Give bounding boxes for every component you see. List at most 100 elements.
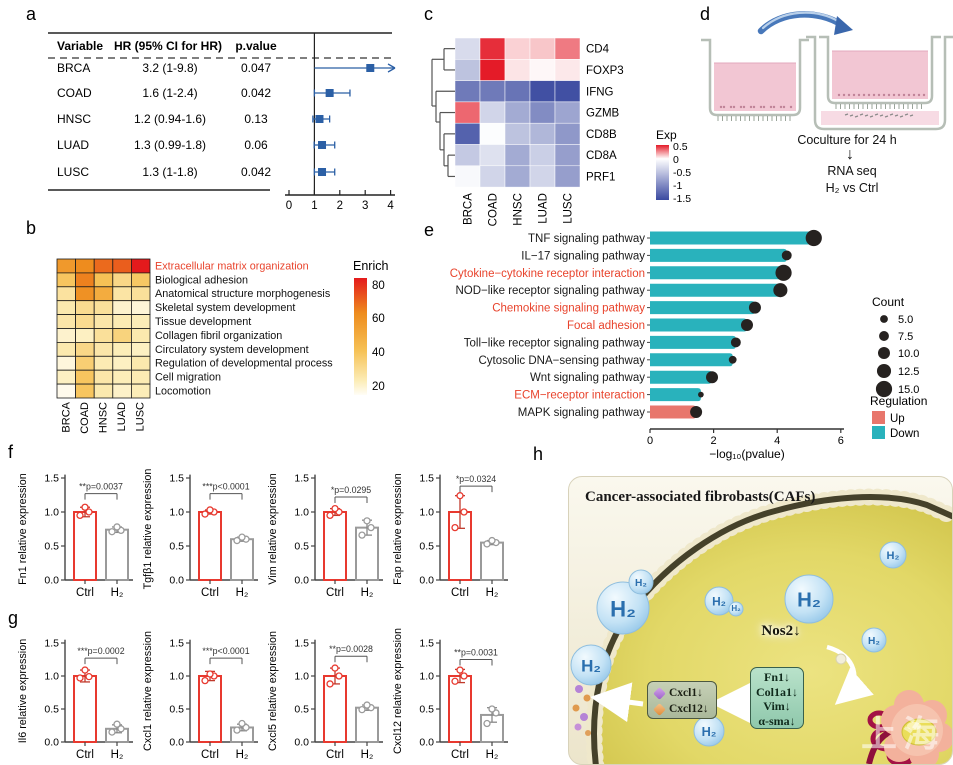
cell-speck — [889, 113, 894, 116]
y-axis-title: Tgfβ1 relative expression — [142, 469, 154, 590]
heatmap-cell — [75, 369, 95, 385]
h2-bubble — [861, 627, 887, 653]
heatmap-cell — [112, 342, 132, 357]
colorbar-tick: -1 — [673, 180, 682, 192]
heatmap-cell — [529, 144, 556, 167]
legend-count-dot — [876, 363, 892, 379]
pathway-bar — [650, 388, 701, 402]
colorbar-tick: 0 — [673, 154, 679, 166]
heatmap-col-label: BRCA — [60, 401, 72, 432]
count-dot — [775, 264, 792, 281]
forest-plot: Variable HR (95% CI for HR) p.value BRCA 3.2… — [48, 32, 396, 212]
heatmap-cell — [554, 80, 581, 103]
legend-count-title: Count — [872, 295, 905, 309]
y-tick: 1.0 — [44, 507, 59, 519]
heatmap-row-label: Cell migration — [155, 372, 221, 384]
heatmap-cell — [112, 355, 132, 371]
x-tick-h2: H₂ — [486, 587, 499, 599]
data-point — [460, 672, 468, 680]
legend-up-swatch — [872, 411, 885, 424]
y-tick: 1.5 — [419, 638, 434, 650]
secreted-dot — [580, 713, 588, 721]
cell-speck — [899, 115, 904, 118]
y-axis-title: Vim relative expression — [267, 473, 279, 584]
heatmap-cell — [56, 314, 77, 329]
heatmap-cell — [479, 144, 506, 167]
heatmap-row-label: Skeletal system development — [155, 302, 295, 314]
qpcr-chart-cxcl12: 0.0 0.5 1.0 1.5 Cxcl12 relative expression **… — [390, 610, 515, 762]
x-tick-ctrl: Ctrl — [201, 587, 219, 599]
p-value-label: ***p<0.0001 — [202, 646, 249, 656]
data-point — [201, 510, 209, 518]
heatmap-cell — [93, 369, 114, 385]
qpcr-chart-vim: 0.0 0.5 1.0 1.5 Vim relative expression *p=0.… — [265, 446, 390, 608]
count-dot — [740, 319, 753, 331]
cell-speck — [884, 115, 889, 118]
x-tick-ctrl: Ctrl — [326, 587, 344, 599]
colorbar-title: Enrich — [353, 259, 388, 273]
colorbar-tick: 60 — [372, 313, 385, 325]
y-tick: 1.5 — [44, 638, 59, 650]
count-dot — [805, 229, 822, 247]
data-point — [76, 511, 84, 520]
y-axis-title: Cxcl1 relative expression — [142, 631, 154, 751]
heatmap-row-label: Tissue development — [155, 316, 251, 328]
axis-tick: 2 — [711, 435, 717, 447]
heatmap-cell — [504, 165, 531, 188]
pathway-bar — [650, 266, 784, 280]
heatmap-cell — [75, 342, 95, 357]
heatmap-cell — [479, 80, 506, 103]
forest-row-variable: COAD — [57, 86, 92, 100]
axis-tick: 6 — [838, 435, 844, 447]
cell-speck — [904, 113, 909, 116]
y-tick: 1.0 — [169, 507, 184, 519]
heatmap-cell — [56, 328, 77, 343]
y-tick: 1.5 — [169, 473, 184, 485]
qpcr-chart-cxcl1: 0.0 0.5 1.0 1.5 Cxcl1 relative expression ***… — [140, 610, 265, 762]
heatmap-col-label: LUSC — [135, 402, 147, 431]
x-tick-ctrl: Ctrl — [451, 587, 469, 599]
x-tick-h2: H₂ — [361, 749, 374, 761]
secreted-dot — [575, 685, 583, 693]
heatmap-cell — [131, 355, 151, 371]
h2-bubble-label: H₂ — [712, 594, 726, 608]
y-tick: 1.5 — [169, 638, 184, 650]
count-dot — [706, 371, 719, 384]
heatmap-cell — [131, 328, 151, 343]
data-point — [85, 673, 93, 681]
rnaseq-label: RNA seq — [827, 164, 877, 178]
heatmap-cell — [554, 101, 581, 124]
h2-bubble — [704, 586, 734, 616]
heatmap-cell — [454, 122, 481, 145]
heatmap-cell — [56, 286, 77, 302]
heatmap-cell — [454, 101, 481, 124]
heatmap-cell — [112, 328, 132, 343]
p-value-label: **p=0.0028 — [329, 644, 373, 654]
y-tick: 0.5 — [294, 541, 309, 553]
legend-down-swatch — [872, 426, 885, 439]
h2-bubble-label: H₂ — [635, 578, 647, 589]
heatmap-cell — [75, 314, 95, 329]
heatmap-cell — [131, 272, 151, 288]
cell-speck — [894, 114, 899, 117]
colorbar-tick: -0.5 — [673, 167, 691, 179]
p-value-label: ***p=0.0002 — [77, 646, 124, 656]
heatmap-cell — [131, 258, 151, 274]
heatmap-cell — [131, 383, 151, 399]
nos2-arrow — [826, 644, 874, 705]
heatmap-cell — [112, 314, 132, 329]
heatmap-cell — [56, 383, 77, 399]
h2-bubble-label: H₂ — [581, 656, 601, 675]
heatmap-cell — [529, 165, 556, 188]
y-tick: 1.0 — [294, 671, 309, 683]
cell-speck — [854, 115, 859, 118]
heatmap-cell — [93, 272, 114, 288]
panel-label-c: c — [424, 4, 433, 24]
watermark: 上海 — [861, 714, 946, 754]
heatmap-row-label: Locomotion — [155, 386, 211, 398]
heatmap-row-label: CD8A — [586, 150, 617, 162]
y-tick: 1.0 — [44, 671, 59, 683]
panel-label-b: b — [26, 218, 37, 238]
heatmap-cell — [454, 37, 481, 60]
count-dot — [773, 283, 788, 298]
